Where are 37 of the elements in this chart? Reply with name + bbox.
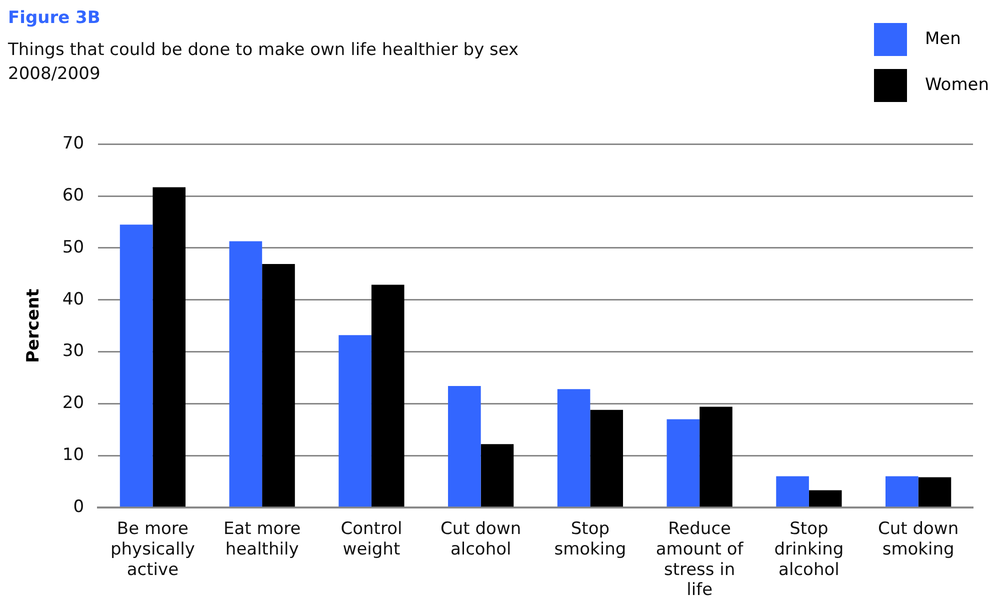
y-tick-label: 20 bbox=[62, 393, 84, 414]
bar bbox=[262, 264, 295, 507]
legend-label: Women bbox=[924, 75, 989, 95]
x-tick-label: Control weight bbox=[340, 519, 402, 560]
bar bbox=[448, 386, 481, 507]
bar bbox=[371, 284, 404, 507]
x-tick-label: Cut down smoking bbox=[878, 519, 959, 560]
chart-subtitle: Things that could be done to make own life healthier by sex 2008/2009 bbox=[8, 39, 519, 86]
x-tick-label: Reduce amount of stress in life bbox=[656, 519, 744, 600]
bar bbox=[338, 335, 372, 507]
bar bbox=[120, 224, 153, 507]
y-tick-label: 10 bbox=[62, 444, 84, 465]
bar bbox=[776, 476, 809, 507]
bar bbox=[557, 389, 590, 507]
legend-label: Men bbox=[924, 29, 961, 49]
y-tick-label: 0 bbox=[73, 496, 84, 517]
bar bbox=[918, 477, 952, 507]
bar bbox=[808, 490, 842, 507]
bar bbox=[480, 444, 514, 507]
bar bbox=[666, 419, 700, 507]
bar bbox=[152, 187, 186, 507]
y-tick-label: 70 bbox=[62, 134, 84, 154]
bar bbox=[590, 410, 624, 507]
chart-title: Figure 3B bbox=[8, 8, 100, 28]
x-tick-label: Stop drinking alcohol bbox=[774, 519, 844, 580]
y-tick-label: 40 bbox=[62, 289, 84, 310]
y-tick-label: 50 bbox=[62, 237, 84, 258]
y-tick-label: 30 bbox=[62, 341, 84, 362]
bar bbox=[700, 406, 732, 507]
x-tick-label: Be more physically active bbox=[110, 519, 195, 580]
x-tick-label: Cut down alcohol bbox=[440, 519, 522, 560]
bar bbox=[886, 476, 918, 507]
y-axis-title: Percent bbox=[24, 288, 44, 363]
x-tick-label: Eat more healthily bbox=[223, 519, 301, 560]
x-tick-label: Stop smoking bbox=[554, 519, 626, 560]
y-tick-label: 60 bbox=[62, 186, 84, 206]
bar bbox=[229, 241, 262, 507]
